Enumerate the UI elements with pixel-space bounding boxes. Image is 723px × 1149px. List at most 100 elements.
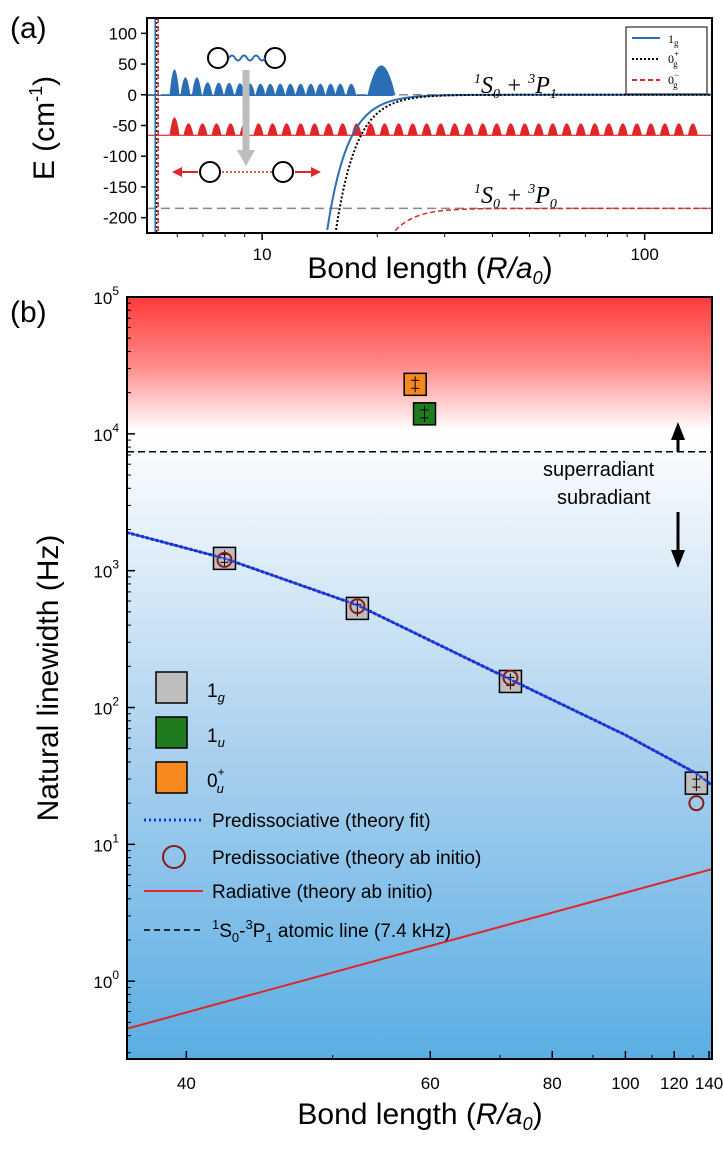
transition-arrowhead xyxy=(237,150,255,166)
wavefn-red-lobe xyxy=(505,123,516,136)
panel-b-ytick-exp: 0 xyxy=(112,968,119,982)
wavefn-red-lobe xyxy=(267,123,278,136)
wavefn-red-lobe xyxy=(561,123,572,136)
wavefn-red-lobe xyxy=(673,123,684,136)
panel-b-xlabel-end: ) xyxy=(533,1098,543,1131)
panel-a-xlabel-main: Bond length ( xyxy=(307,252,485,285)
wavefn-blue-lobe xyxy=(315,83,326,96)
panel-a-ylabel-end: ) xyxy=(28,76,61,86)
panel-b-ytick-base: 10 xyxy=(93,836,112,855)
panel-a-y-axis-title: E (cm-1) xyxy=(26,76,61,180)
point-abinitio-3 xyxy=(688,795,705,812)
panel-b-xtick-label-1: 60 xyxy=(421,1074,440,1093)
legend-0gm-label: 0− g xyxy=(668,70,679,90)
point-abinitio-0 xyxy=(216,551,233,568)
wavefn-red-lobe xyxy=(617,123,628,136)
wavefn-blue-lobe xyxy=(180,77,191,96)
wavefn-red-lobe xyxy=(421,123,432,136)
wavefn-red-lobe xyxy=(197,123,208,136)
panel-a-xlabel-var: R/a xyxy=(486,252,533,285)
panel-a-ytick-label-0: 100 xyxy=(109,24,137,43)
panel-b-ytick-base: 10 xyxy=(93,973,112,992)
panel-b-x-axis: 40 60 80 100 120 140 xyxy=(177,1051,723,1093)
panel-b-xtick-label-4: 120 xyxy=(660,1074,688,1093)
atom-left-top xyxy=(207,47,229,69)
wavefn-blue-outer-lobe xyxy=(367,65,396,96)
arrow-right-head xyxy=(311,167,321,177)
wavefn-red-lobe xyxy=(533,123,544,136)
panel-a-xlabel-sub: 0 xyxy=(533,268,543,288)
legend-1g-swatch xyxy=(155,671,188,704)
panel-b-legend: 1g 1u 0+ u Predissociative (theory fit) P… xyxy=(144,671,481,945)
arrow-left-head xyxy=(172,167,182,177)
wavefn-red-lobe xyxy=(463,123,474,136)
wavefn-red-lobe xyxy=(169,117,180,136)
panel-a-legend: 1g 0+ g 0− g xyxy=(625,26,708,95)
wavefn-blue-lobe xyxy=(255,83,266,96)
subradiant-arrowhead xyxy=(671,550,685,568)
wavefn-blue-lobe xyxy=(346,83,357,96)
legend-1g-label: 1g xyxy=(207,681,226,705)
wavefn-blue-lobe xyxy=(285,83,296,96)
panel-b-xlabel-main: Bond length ( xyxy=(297,1098,475,1131)
legend-fit-label: Predissociative (theory fit) xyxy=(212,811,431,832)
wavefn-red-lobe xyxy=(589,123,600,136)
panel-b-xtick-label-0: 40 xyxy=(177,1074,196,1093)
panel-a-xtick-label-0: 10 xyxy=(253,245,272,264)
panel-b-ytick-label-3: 103 xyxy=(93,558,119,582)
wavefn-blue-lobe xyxy=(169,69,180,96)
wavefn-blue-lobe xyxy=(191,77,202,96)
fit-curve-overlay xyxy=(127,531,712,787)
wavefn-red-lobe xyxy=(491,123,502,136)
wavefn-blue-lobe xyxy=(265,83,276,96)
panel-a: (a) 100 50 0 -50 -100 -150 -200 10 100 E (cm-1)… xyxy=(10,12,713,288)
panel-b-ytick-label-5: 105 xyxy=(93,284,119,308)
panel-b-ytick-base: 10 xyxy=(93,700,112,719)
panel-b-y-axis-title: Natural linewidth (Hz) xyxy=(32,535,65,822)
point-abinitio-1 xyxy=(349,598,366,615)
panel-b-ytick-label-0: 100 xyxy=(93,968,119,992)
legend-abinitio-label: Predissociative (theory ab initio) xyxy=(212,848,481,869)
panel-b-xlabel-sub: 0 xyxy=(523,1114,533,1134)
wavefn-blue-lobe xyxy=(325,83,336,96)
panel-b-ytick-base: 10 xyxy=(93,426,112,445)
legend-1g-label: 1g xyxy=(668,32,679,48)
wavefn-blue-lobe xyxy=(234,83,245,96)
wavefn-red-lobe xyxy=(407,123,418,136)
panel-b-ytick-exp: 2 xyxy=(112,695,119,709)
wavefn-red-lobe xyxy=(645,123,656,136)
legend-abinitio-swatch xyxy=(162,845,186,869)
wavefn-red-lobe xyxy=(183,123,194,136)
panel-a-x-axis: 10 100 xyxy=(176,233,659,264)
atom-right-top xyxy=(264,47,286,69)
atom-right-bottom xyxy=(272,161,294,183)
annotation-3p1: 1S0 + 3P1 xyxy=(474,72,557,102)
curve-1g xyxy=(326,93,712,231)
wavefn-red-lobe xyxy=(435,123,446,136)
wavefn-red-lobe xyxy=(379,123,390,136)
legend-1u-swatch xyxy=(155,716,188,749)
panel-b-ytick-exp: 5 xyxy=(112,284,119,298)
wavefn-blue-lobe xyxy=(202,82,213,96)
panel-b-ytick-exp: 1 xyxy=(112,831,119,845)
panel-b-ytick-exp: 3 xyxy=(112,558,119,572)
wavefn-red-lobe xyxy=(393,123,404,136)
wavefn-blue-lobe xyxy=(224,82,235,96)
wavefn-blue-lobe xyxy=(275,83,286,96)
panel-a-plot-area xyxy=(147,18,712,233)
panel-a-xlabel-end: ) xyxy=(543,252,553,285)
radiative-line xyxy=(127,868,712,1030)
legend-1u-label: 1u xyxy=(207,726,225,750)
legend-atomic-label: 1S0-3P1 atomic line (7.4 kHz) xyxy=(212,917,451,945)
wavefn-red-lobe xyxy=(575,123,586,136)
legend-0gp-label: 0+ g xyxy=(668,49,679,69)
panel-b-ytick-base: 10 xyxy=(93,289,112,308)
wavefn-red-lobe xyxy=(547,123,558,136)
panel-a-ytick-label-6: -200 xyxy=(103,209,137,228)
panel-a-ytick-label-1: 50 xyxy=(118,55,137,74)
wavefn-red-lobe xyxy=(687,123,698,136)
wavefn-blue-lobe xyxy=(295,83,306,96)
wavefn-blue-lobe xyxy=(213,82,224,96)
